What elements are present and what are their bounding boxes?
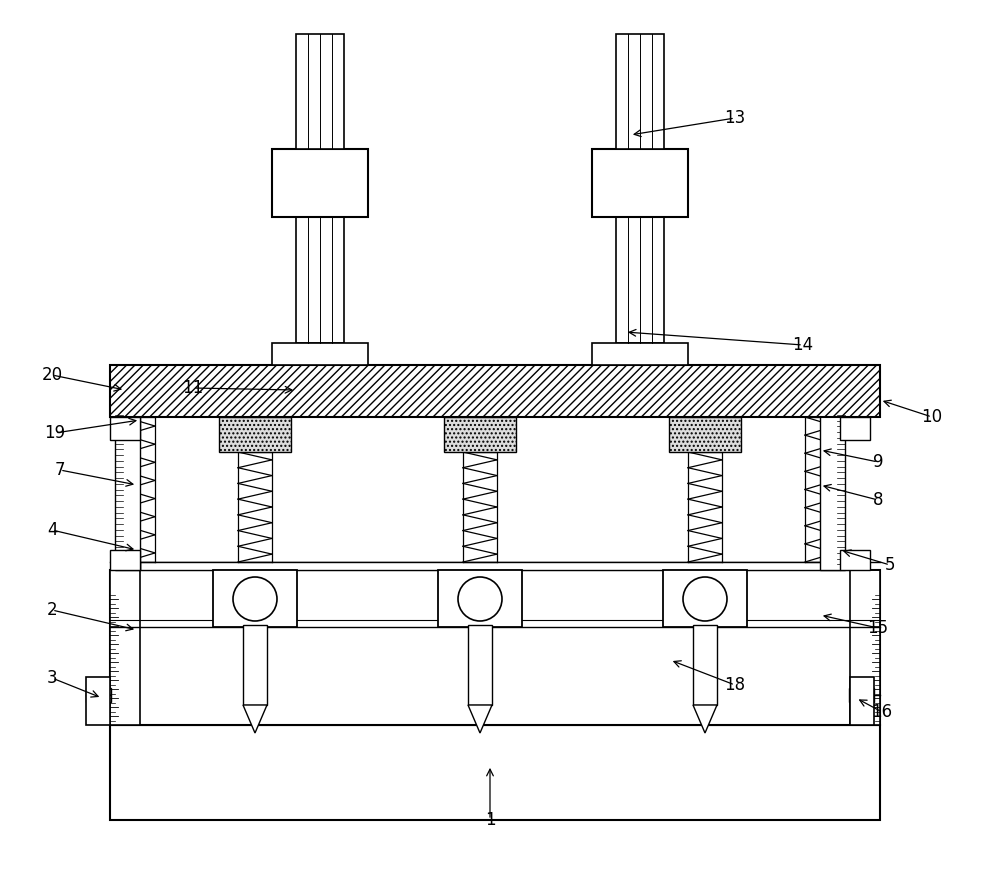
Text: 1: 1 bbox=[485, 811, 495, 829]
Text: 2: 2 bbox=[47, 601, 57, 619]
Bar bbox=[86, 677, 110, 725]
Text: 15: 15 bbox=[867, 619, 889, 637]
Bar bbox=[272, 343, 368, 365]
Polygon shape bbox=[468, 705, 492, 733]
Text: 14: 14 bbox=[792, 336, 814, 354]
Text: 11: 11 bbox=[182, 379, 204, 397]
Bar bbox=[820, 415, 845, 570]
Bar bbox=[693, 625, 717, 705]
Bar bbox=[272, 149, 368, 217]
Text: 7: 7 bbox=[55, 461, 65, 479]
Text: 9: 9 bbox=[873, 453, 883, 471]
Circle shape bbox=[233, 577, 277, 621]
Bar bbox=[110, 570, 880, 725]
Bar bbox=[115, 415, 140, 570]
Polygon shape bbox=[693, 705, 717, 733]
Text: 4: 4 bbox=[47, 521, 57, 539]
Circle shape bbox=[458, 577, 502, 621]
Text: 13: 13 bbox=[724, 109, 746, 127]
Bar bbox=[663, 570, 747, 627]
Bar bbox=[86, 688, 111, 702]
Bar bbox=[213, 570, 297, 627]
Circle shape bbox=[683, 577, 727, 621]
Text: 10: 10 bbox=[921, 408, 943, 426]
Bar bbox=[110, 365, 880, 417]
Bar bbox=[616, 217, 664, 343]
Bar bbox=[444, 417, 516, 452]
Bar bbox=[669, 417, 741, 452]
Bar bbox=[592, 343, 688, 365]
Bar bbox=[592, 149, 688, 217]
Bar bbox=[110, 417, 140, 440]
Bar bbox=[110, 725, 880, 820]
Text: 8: 8 bbox=[873, 491, 883, 509]
Text: 3: 3 bbox=[47, 669, 57, 687]
Bar bbox=[243, 625, 267, 705]
Bar bbox=[840, 417, 870, 440]
Bar bbox=[140, 562, 840, 570]
Bar bbox=[468, 625, 492, 705]
Bar bbox=[219, 417, 291, 452]
Bar bbox=[110, 550, 140, 570]
Text: 5: 5 bbox=[885, 556, 895, 574]
Text: 20: 20 bbox=[41, 366, 63, 384]
Bar bbox=[850, 570, 880, 725]
Bar bbox=[840, 550, 870, 570]
Bar bbox=[616, 34, 664, 149]
Bar bbox=[296, 34, 344, 149]
Text: 18: 18 bbox=[724, 676, 746, 694]
Bar bbox=[850, 677, 874, 725]
Polygon shape bbox=[243, 705, 267, 733]
Bar bbox=[438, 570, 522, 627]
Bar bbox=[296, 217, 344, 343]
Text: 16: 16 bbox=[871, 703, 893, 721]
Text: 19: 19 bbox=[44, 424, 66, 442]
Bar bbox=[110, 570, 140, 725]
Bar bbox=[849, 688, 874, 702]
